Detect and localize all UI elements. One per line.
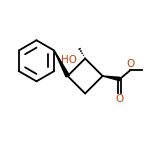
- Text: O: O: [116, 94, 124, 104]
- Text: O: O: [126, 59, 134, 69]
- Text: HO: HO: [61, 55, 77, 65]
- Polygon shape: [103, 76, 120, 81]
- Polygon shape: [54, 51, 69, 77]
